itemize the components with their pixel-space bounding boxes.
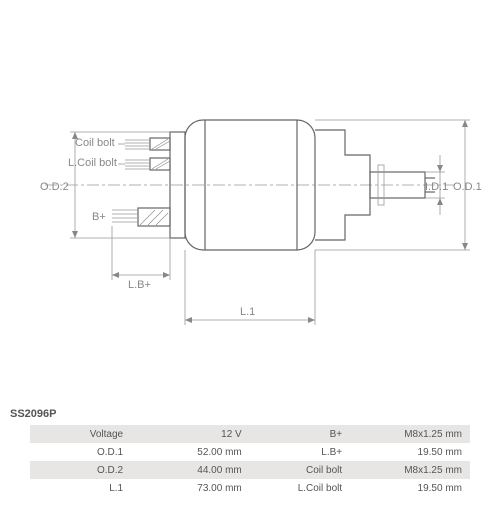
container: O.D.2 O.D.1 I.D.1 L.1 L.B+ Coil bolt L.C… [0, 30, 500, 530]
bplus-label: B+ [92, 211, 106, 223]
spec-label: B+ [250, 425, 350, 443]
spec-value: 19.50 mm [350, 443, 470, 461]
spec-value: M8x1.25 mm [350, 461, 470, 479]
spec-label: Coil bolt [250, 461, 350, 479]
od2-label: O.D.2 [40, 181, 69, 193]
spec-value: 52.00 mm [131, 443, 250, 461]
od1-label: O.D.1 [453, 181, 482, 193]
table-row: O.D.152.00 mmL.B+19.50 mm [30, 443, 470, 461]
coilbolt-label: Coil bolt [75, 137, 115, 149]
spec-label: Voltage [30, 425, 131, 443]
l1-label: L.1 [240, 306, 255, 318]
spec-table: Voltage12 VB+M8x1.25 mm O.D.152.00 mmL.B… [30, 425, 470, 497]
spec-value: 44.00 mm [131, 461, 250, 479]
spec-value: M8x1.25 mm [350, 425, 470, 443]
table-row: O.D.244.00 mmCoil boltM8x1.25 mm [30, 461, 470, 479]
spec-label: O.D.1 [30, 443, 131, 461]
technical-drawing: O.D.2 O.D.1 I.D.1 L.1 L.B+ Coil bolt L.C… [10, 30, 490, 370]
spec-value: 12 V [131, 425, 250, 443]
table-row: L.173.00 mmL.Coil bolt19.50 mm [30, 479, 470, 497]
spec-label: O.D.2 [30, 461, 131, 479]
spec-value: 73.00 mm [131, 479, 250, 497]
lbplus-label: L.B+ [128, 279, 151, 291]
spec-label: L.B+ [250, 443, 350, 461]
drawing-svg: O.D.2 O.D.1 I.D.1 L.1 L.B+ Coil bolt L.C… [10, 30, 490, 370]
spec-value: 19.50 mm [350, 479, 470, 497]
lcoilbolt-label: L.Coil bolt [68, 157, 117, 169]
spec-label: L.Coil bolt [250, 479, 350, 497]
part-number: SS2096P [10, 408, 56, 420]
id1-label: I.D.1 [425, 181, 448, 193]
spec-label: L.1 [30, 479, 131, 497]
table-row: Voltage12 VB+M8x1.25 mm [30, 425, 470, 443]
